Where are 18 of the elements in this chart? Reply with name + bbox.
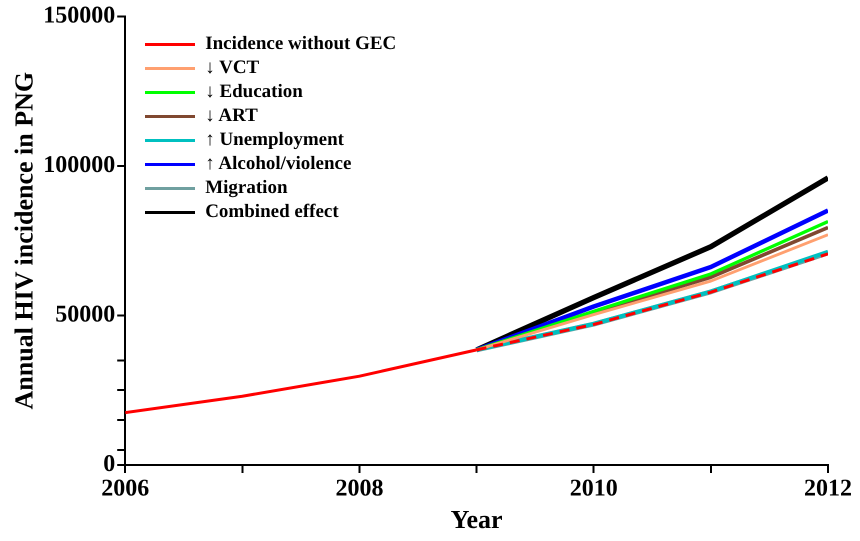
legend-label: ↓ ART xyxy=(205,104,258,128)
y-tick-label: 100000 xyxy=(43,152,116,178)
legend-label: Migration xyxy=(205,176,288,200)
legend-label: ↑ Unemployment xyxy=(205,128,344,152)
legend-label: ↑ Alcohol/violence xyxy=(205,152,352,176)
y-axis-title: Annual HIV incidence in PNG xyxy=(9,72,38,410)
y-tick-label: 50000 xyxy=(55,302,116,328)
legend-label: ↓ Education xyxy=(205,80,303,104)
x-tick-label: 2006 xyxy=(101,476,150,502)
legend-label: Combined effect xyxy=(205,200,339,224)
y-tick-label: 0 xyxy=(103,451,116,478)
legend-label: Incidence without GEC xyxy=(205,32,396,56)
legend-label: ↓ VCT xyxy=(205,56,260,80)
x-tick-label: 2010 xyxy=(570,476,618,502)
y-tick-label: 150000 xyxy=(43,2,116,29)
x-tick-label: 2008 xyxy=(335,476,384,502)
x-tick-label: 2012 xyxy=(804,476,852,502)
x-axis-title: Year xyxy=(450,505,503,534)
